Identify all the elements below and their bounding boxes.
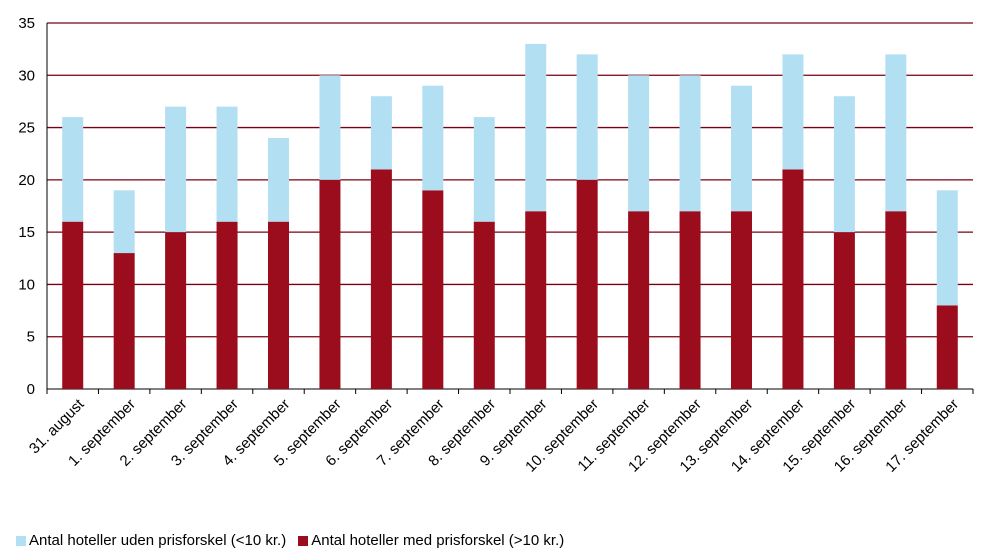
y-tick-label: 20 [18,172,35,189]
y-tick-label: 0 [27,381,35,398]
legend-item: Antal hoteller uden prisforskel (<10 kr.… [16,532,286,549]
bar-segment [216,221,238,389]
bar-segment [576,179,598,389]
bar-segment [833,96,855,233]
legend-label: Antal hoteller uden prisforskel (<10 kr.… [29,532,287,549]
bar-segment [422,85,444,191]
bar-segment [679,211,701,389]
bar-segment [216,106,238,222]
bar-segment [885,54,907,212]
bar-segment [628,75,650,212]
y-tick-label: 30 [18,67,35,84]
legend-swatch [298,535,309,546]
y-tick-label: 35 [18,15,35,32]
legend: Antal hoteller uden prisforskel (<10 kr.… [16,532,576,549]
bar-segment [319,75,341,180]
bar-segment [370,169,392,389]
bar-segment [268,221,289,389]
bar-segment [62,221,84,389]
bar-segment [731,211,752,389]
bar-segment [731,85,752,212]
legend-label: Antal hoteller med prisforskel (>10 kr.) [311,532,565,549]
bar-segment [525,43,547,212]
legend-item: Antal hoteller med prisforskel (>10 kr.) [298,532,564,549]
bar-segment [782,54,804,170]
bar-segment [885,211,907,389]
bar-segment [113,190,135,254]
bar-segment [473,221,495,389]
bar-segment [936,190,958,306]
legend-swatch [16,535,26,546]
bar-segment [525,211,547,389]
y-tick-label: 25 [18,120,35,137]
bar-segment [576,54,598,180]
bar-segment [782,169,804,389]
y-tick-label: 15 [18,224,35,241]
bar-segment [628,211,650,389]
bar-segment [165,232,187,389]
bar-segment [936,305,958,389]
bar-segment [113,253,135,389]
bar-segment [422,190,444,389]
bar-segment [62,117,84,222]
y-tick-label: 10 [18,276,35,293]
bar-segment [473,117,495,222]
y-tick-label: 5 [27,329,35,346]
bar-segment [370,96,392,170]
bar-segment [833,232,855,389]
bar-segment [165,106,187,233]
bar-segment [319,179,341,389]
bar-segment [679,75,701,212]
bar-segment [268,138,289,222]
